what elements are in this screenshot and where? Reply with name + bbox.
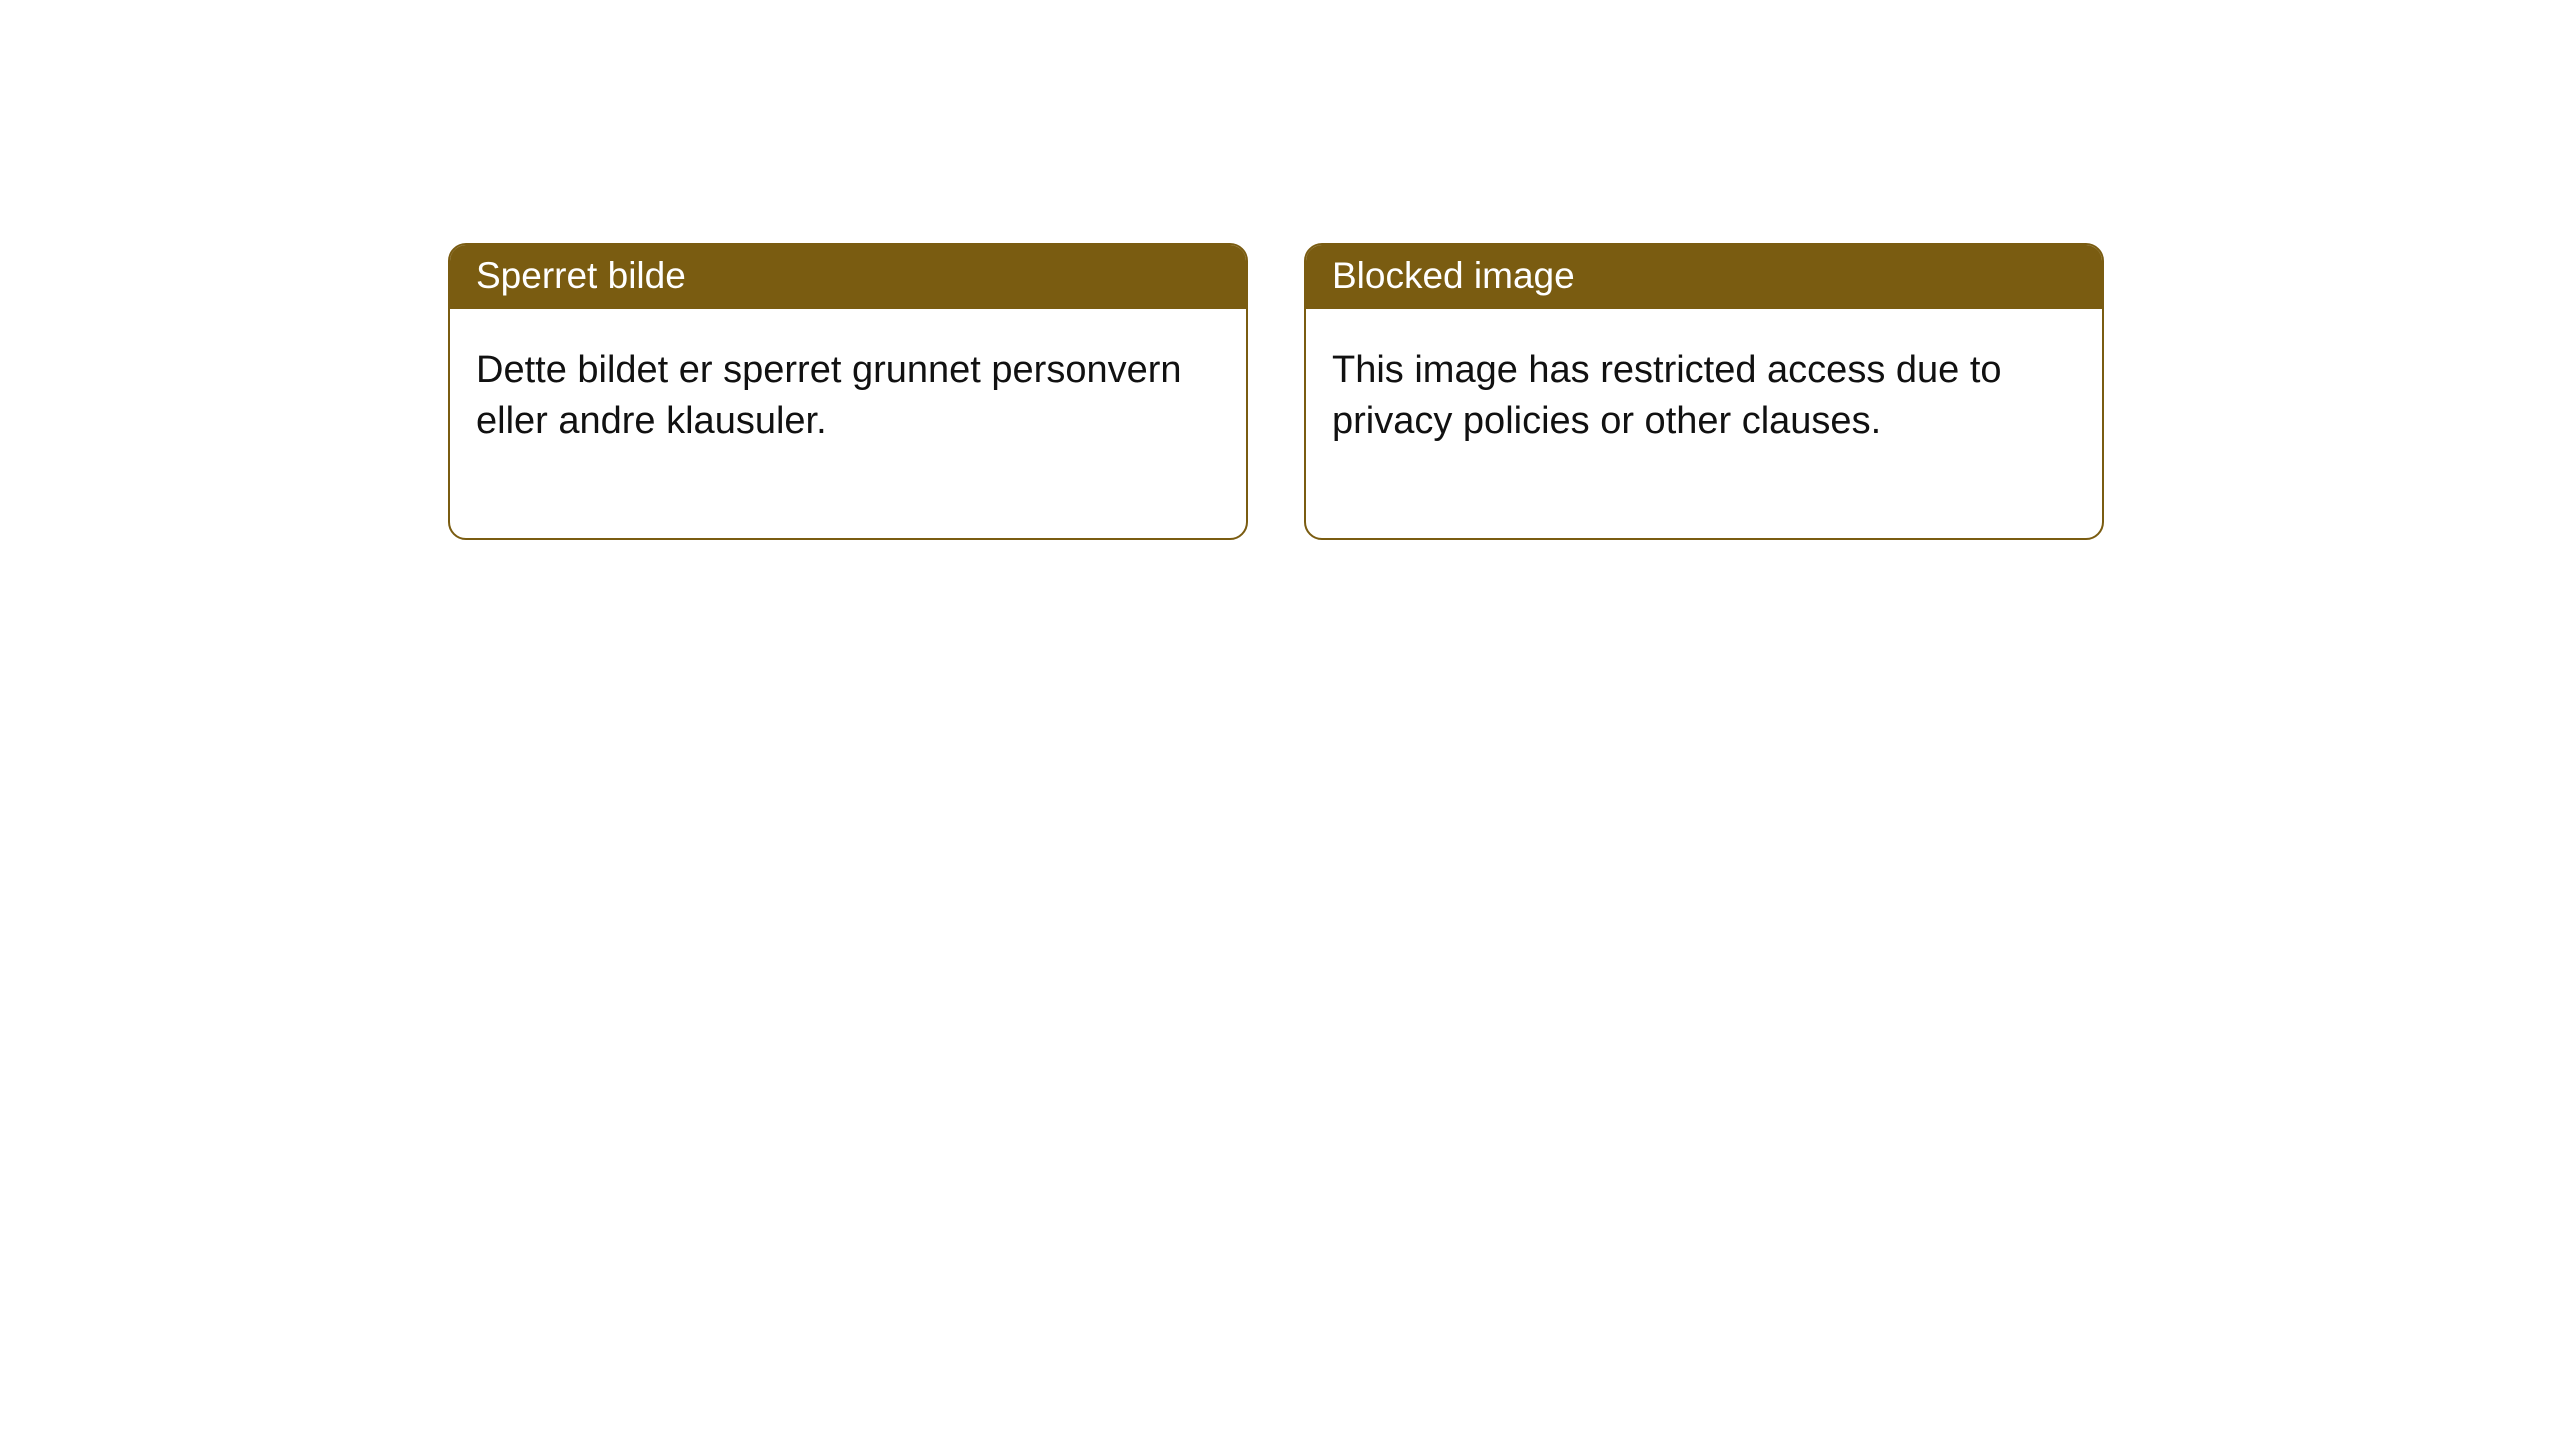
notice-card-no: Sperret bilde Dette bildet er sperret gr…: [448, 243, 1248, 540]
notice-body-en: This image has restricted access due to …: [1306, 309, 2102, 538]
notice-title-no: Sperret bilde: [450, 245, 1246, 309]
notice-container: Sperret bilde Dette bildet er sperret gr…: [0, 0, 2560, 540]
notice-card-en: Blocked image This image has restricted …: [1304, 243, 2104, 540]
notice-body-no: Dette bildet er sperret grunnet personve…: [450, 309, 1246, 538]
notice-title-en: Blocked image: [1306, 245, 2102, 309]
